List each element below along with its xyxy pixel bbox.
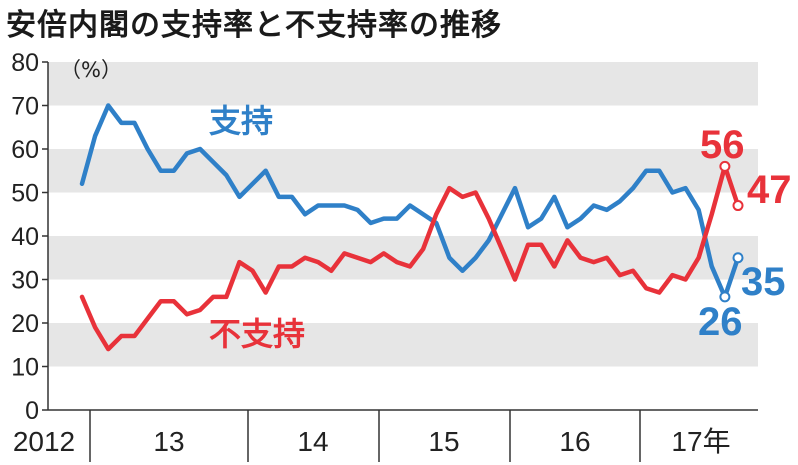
series-lines — [79, 103, 744, 352]
y-tick-label: 10 — [11, 354, 39, 382]
series-line-nonsupport — [79, 164, 741, 352]
x-tick-label: 16 — [559, 426, 590, 457]
y-tick-label: 0 — [25, 397, 39, 425]
y-tick-label: 60 — [11, 136, 39, 164]
end-label-support-low: 26 — [698, 300, 743, 344]
y-tick-label: 20 — [11, 310, 39, 338]
end-point-marker — [732, 252, 744, 264]
x-tick-label: 14 — [297, 426, 328, 457]
grid-band — [48, 236, 758, 280]
series-label-support: 支持 — [209, 102, 273, 140]
y-tick-label: 40 — [11, 223, 39, 251]
y-tick-label: 30 — [11, 267, 39, 295]
grid-band — [48, 323, 758, 367]
series-line-support — [79, 103, 741, 300]
grid-bands — [48, 62, 758, 367]
end-point-marker — [719, 291, 731, 303]
unit-label: （%） — [60, 58, 122, 82]
chart-title: 安倍内閣の支持率と不支持率の推移 — [6, 8, 502, 43]
x-tick-label: 2012 — [13, 426, 75, 457]
x-tick-label: 15 — [428, 426, 459, 457]
end-label-nonsupport-latest: 47 — [747, 168, 792, 212]
end-point-marker — [719, 160, 731, 172]
end-label-nonsupport-peak: 56 — [700, 123, 745, 167]
end-label-support-latest: 35 — [741, 260, 786, 304]
y-tick-label: 70 — [11, 93, 39, 121]
x-tick-label: 17年 — [671, 426, 730, 457]
x-tick-label: 13 — [153, 426, 184, 457]
axes: 0 10 20 30 40 50 60 70 80 2012 13 14 15 16 17年 — [11, 49, 758, 462]
y-tick-label: 80 — [11, 49, 39, 77]
y-tick-label: 50 — [11, 180, 39, 208]
series-label-nonsupport: 不支持 — [209, 315, 305, 353]
grid-band — [48, 62, 758, 106]
end-point-marker — [732, 200, 744, 212]
